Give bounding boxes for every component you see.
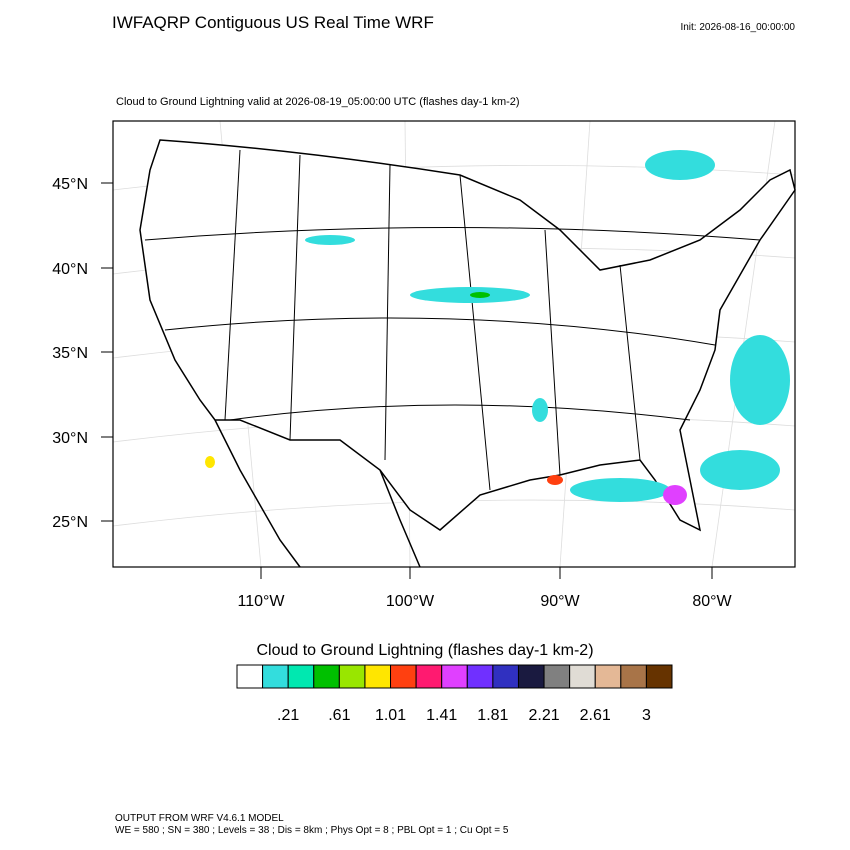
lon-label: 100°W <box>386 593 435 610</box>
colorbar-box <box>492 664 519 689</box>
lightning-core <box>470 292 490 298</box>
colorbar-box <box>543 664 571 689</box>
state-line <box>619 264 641 461</box>
colorbar-box <box>287 664 315 689</box>
lat-label: 45°N <box>52 176 88 193</box>
lat-label: 35°N <box>52 345 88 362</box>
state-line <box>229 404 691 421</box>
lat-label: 25°N <box>52 514 88 531</box>
colorbar-box <box>313 664 340 689</box>
lat-label: 40°N <box>52 261 88 278</box>
colorbar-box <box>645 664 673 689</box>
colorbar-box <box>620 664 647 689</box>
colorbar-label: 1.81 <box>477 707 508 724</box>
lightning-patch <box>305 235 355 245</box>
lightning-core <box>547 475 563 485</box>
footer-line: WE = 580 ; SN = 380 ; Levels = 38 ; Dis … <box>115 825 509 836</box>
colorbar-box <box>338 664 366 689</box>
lon-label: 110°W <box>237 593 285 610</box>
lightning-cores <box>205 292 687 505</box>
state-line <box>224 149 241 421</box>
map-subtitle: Cloud to Ground Lightning valid at 2026-… <box>116 96 520 108</box>
lon-label: 90°W <box>540 593 580 610</box>
colorbar-box <box>517 664 545 689</box>
colorbar-label: .61 <box>328 707 350 724</box>
us-outline <box>139 139 796 532</box>
colorbar-label: .21 <box>277 707 299 724</box>
colorbar-box <box>390 664 417 689</box>
footer-line: OUTPUT FROM WRF V4.6.1 MODEL <box>115 813 284 824</box>
colorbar-box <box>569 664 596 689</box>
map <box>112 120 796 568</box>
colorbar-label: 3 <box>642 707 651 724</box>
lightning-patch <box>700 450 780 490</box>
colorbar-box <box>594 664 622 689</box>
colorbar-box <box>441 664 468 689</box>
map-frame <box>112 120 796 568</box>
lightning-patch <box>532 398 548 422</box>
colorbar-title: Cloud to Ground Lightning (flashes day-1… <box>256 642 593 659</box>
state-line <box>144 227 761 241</box>
init-time: Init: 2026-08-16_00:00:00 <box>680 22 795 33</box>
lightning-patch <box>730 335 790 425</box>
colorbar-box <box>262 664 289 689</box>
colorbar-label: 2.61 <box>580 707 611 724</box>
mexico-coast <box>214 419 421 568</box>
colorbar-label: 2.21 <box>528 707 559 724</box>
lon-label: 80°W <box>692 593 732 610</box>
lat-label: 30°N <box>52 430 88 447</box>
colorbar-label: 1.01 <box>375 707 406 724</box>
title: IWFAQRP Contiguous US Real Time WRF <box>112 13 434 32</box>
colorbar: .21 .61 1.01 1.41 1.81 2.21 2.61 3 <box>236 664 673 724</box>
state-line <box>164 317 716 346</box>
colorbar-label: 1.41 <box>426 707 457 724</box>
colorbar-box <box>364 664 392 689</box>
lightning-core <box>205 456 215 468</box>
lightning-patch <box>570 478 670 502</box>
state-line <box>544 229 561 476</box>
colorbar-box <box>236 664 264 689</box>
state-lines <box>144 149 761 491</box>
colorbar-box <box>466 664 494 689</box>
state-line <box>384 164 391 461</box>
lightning-core <box>663 485 687 505</box>
lightning-patch <box>645 150 715 180</box>
state-line <box>289 154 301 441</box>
colorbar-box <box>415 664 443 689</box>
